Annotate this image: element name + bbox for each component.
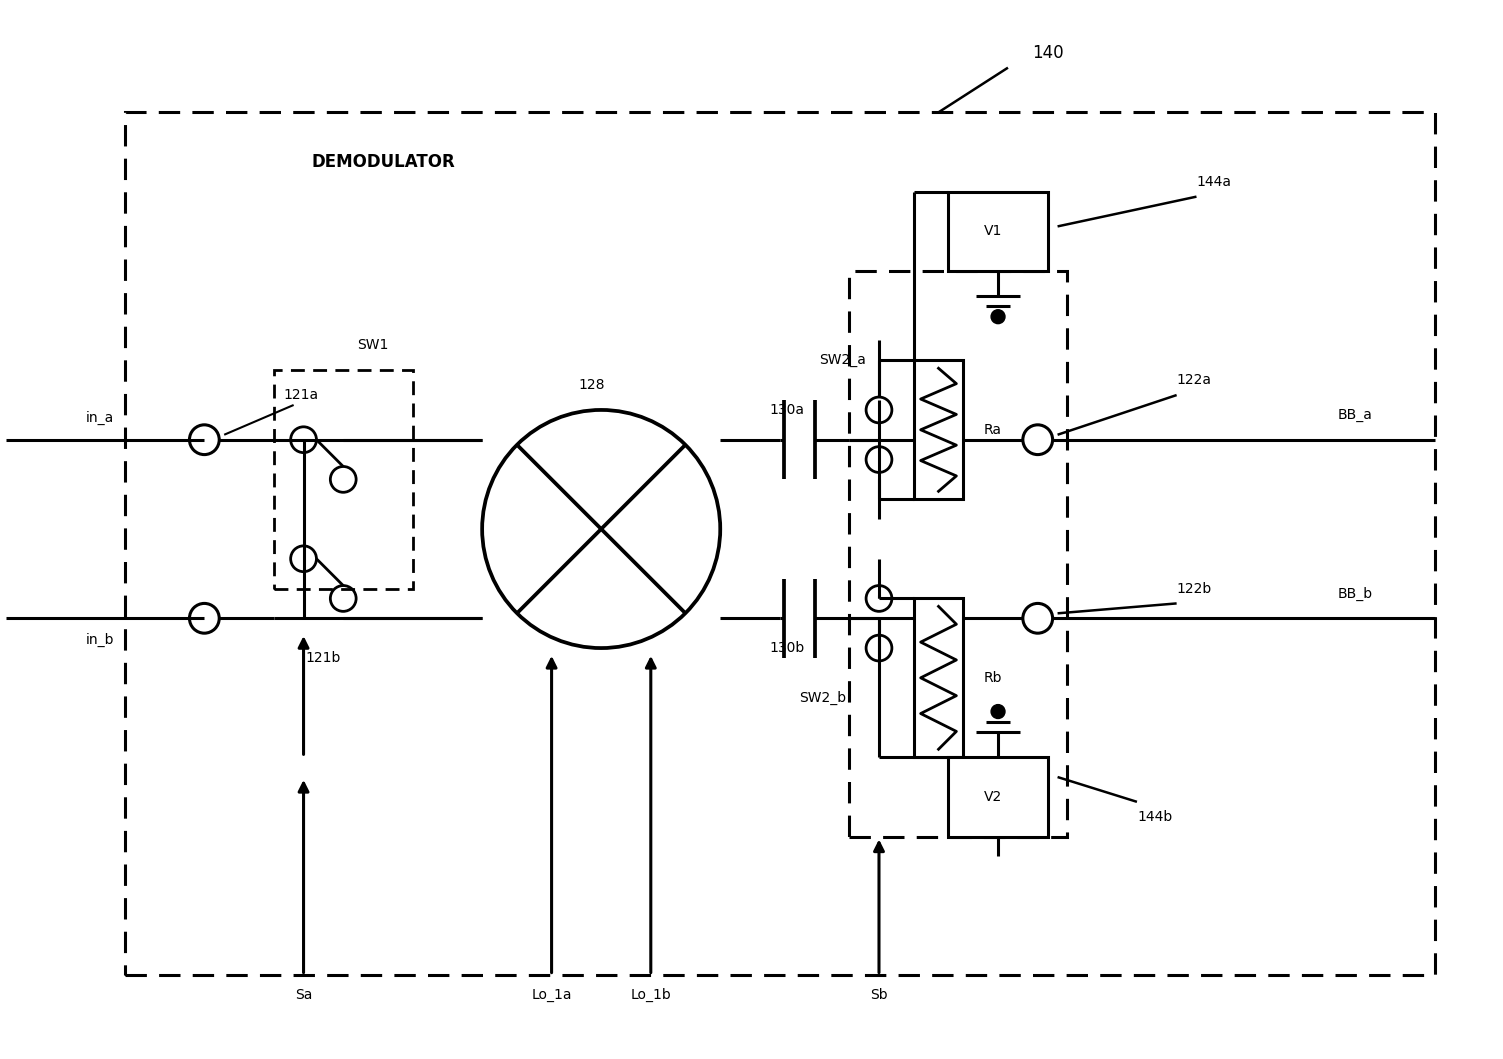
Text: Sb: Sb — [870, 988, 888, 1002]
Text: SW2_a: SW2_a — [819, 354, 866, 367]
Text: 122a: 122a — [1177, 373, 1211, 388]
Text: 121a: 121a — [284, 388, 319, 402]
Text: Sa: Sa — [295, 988, 313, 1002]
Text: SW1: SW1 — [358, 339, 389, 353]
Text: DEMODULATOR: DEMODULATOR — [311, 152, 455, 170]
Text: Lo_1a: Lo_1a — [532, 988, 571, 1002]
Circle shape — [990, 309, 1006, 324]
Bar — [849, 271, 1067, 837]
Text: 140: 140 — [1033, 43, 1064, 61]
Text: 144a: 144a — [1196, 175, 1231, 189]
Text: 130b: 130b — [770, 641, 806, 656]
Text: 122b: 122b — [1177, 581, 1211, 595]
Text: 130a: 130a — [770, 402, 804, 417]
Text: Lo_1b: Lo_1b — [630, 988, 672, 1003]
Text: V2: V2 — [984, 790, 1003, 804]
Text: V1: V1 — [984, 225, 1003, 238]
Bar — [948, 757, 1048, 837]
Bar — [914, 598, 963, 757]
Text: Ra: Ra — [983, 423, 1001, 436]
Text: BB_b: BB_b — [1338, 587, 1372, 600]
Text: in_b: in_b — [86, 633, 114, 647]
Circle shape — [990, 704, 1006, 718]
Text: in_a: in_a — [86, 411, 114, 425]
Bar — [125, 112, 1434, 975]
Bar — [274, 371, 413, 589]
Bar — [948, 192, 1048, 271]
Text: Rb: Rb — [983, 670, 1001, 685]
Text: 121b: 121b — [305, 651, 341, 665]
Text: 128: 128 — [579, 378, 604, 392]
Bar — [914, 360, 963, 499]
Text: SW2_b: SW2_b — [800, 690, 846, 704]
Text: BB_a: BB_a — [1338, 408, 1372, 421]
Text: 144b: 144b — [1136, 810, 1172, 824]
